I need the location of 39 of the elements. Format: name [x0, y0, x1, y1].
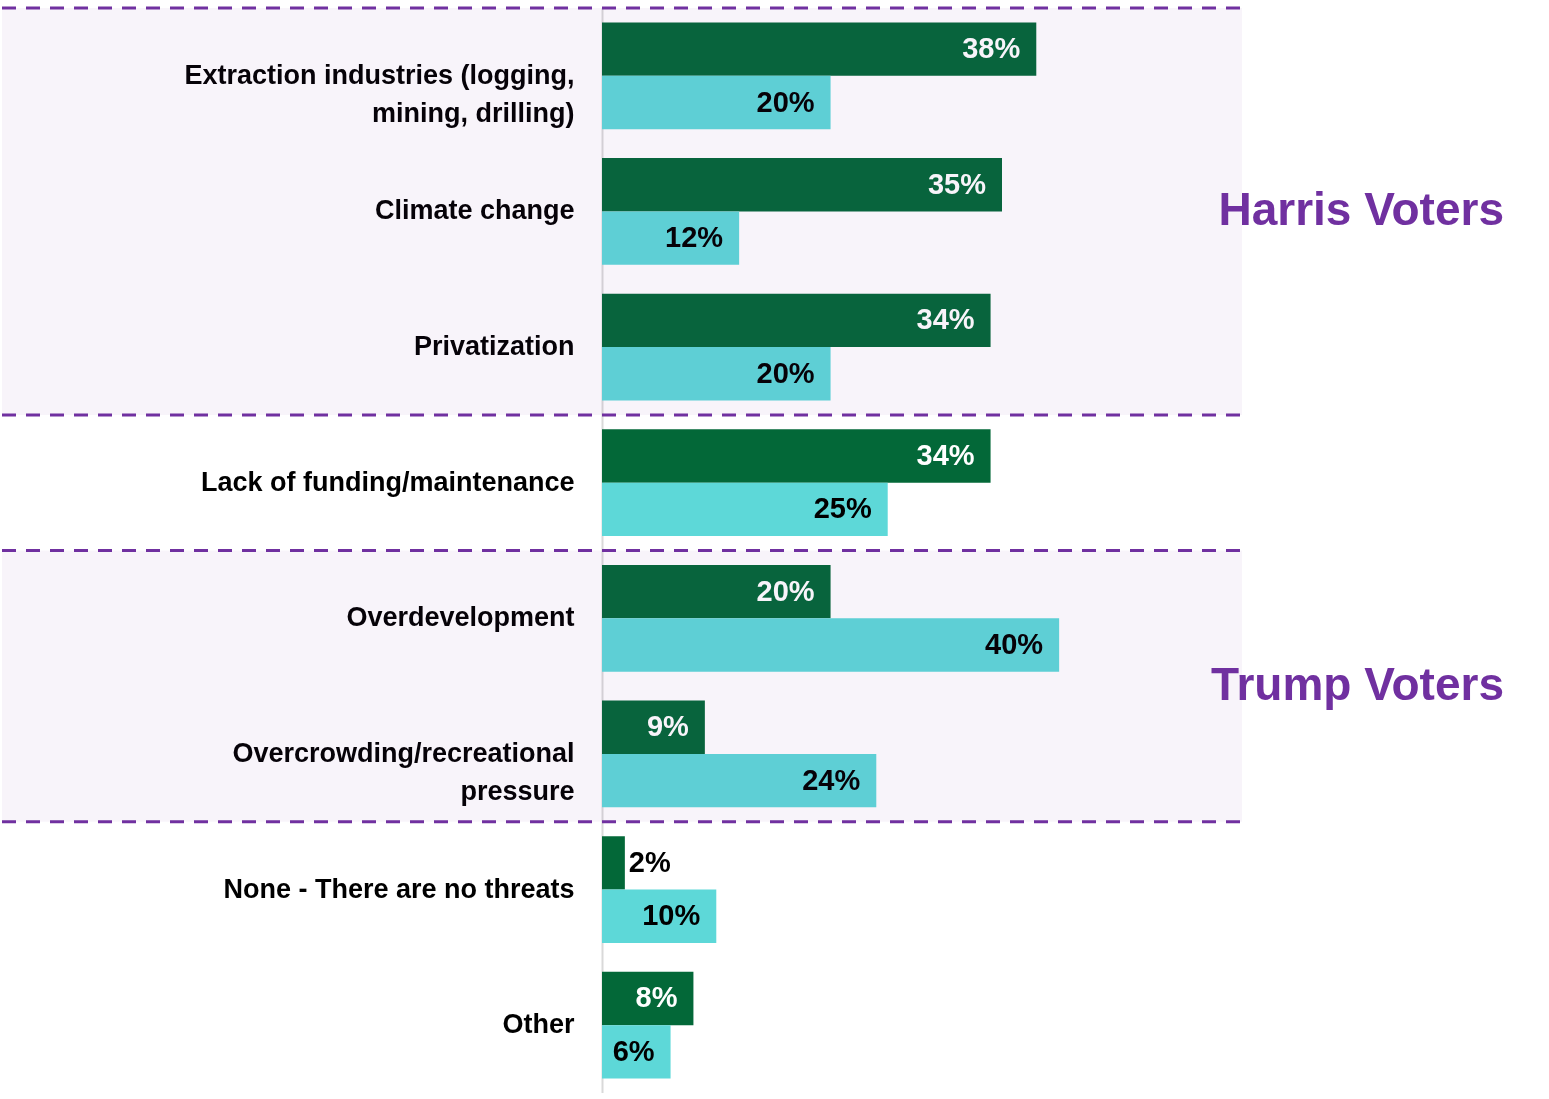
bar	[602, 482, 888, 537]
data-label: 40%	[985, 628, 1044, 661]
data-label: 20%	[756, 574, 815, 607]
data-label: 20%	[756, 85, 815, 118]
bar	[602, 75, 831, 130]
data-label: 34%	[916, 438, 975, 471]
y-tick-label: Other	[502, 1009, 575, 1040]
y-tick-label: Lack of funding/maintenance	[200, 466, 575, 497]
y-tick-label: None - There are no threats	[223, 873, 575, 904]
bar	[602, 753, 877, 808]
data-label: 20%	[756, 356, 815, 389]
data-label: 10%	[642, 899, 701, 932]
bar	[602, 22, 1037, 76]
y-tick-label: Extraction industries (logging, mining, drilling)	[184, 59, 575, 128]
y-tick-label: Climate change	[374, 195, 575, 226]
bar	[602, 700, 705, 754]
data-label: 8%	[635, 981, 678, 1014]
data-label: 24%	[802, 763, 861, 796]
bar	[602, 293, 991, 348]
data-label: 25%	[813, 492, 872, 525]
bar	[602, 429, 991, 483]
y-tick-label: Overdevelopment	[346, 602, 575, 633]
y-tick-label: Overcrowding/recreational pressure	[232, 737, 575, 806]
data-label: 9%	[646, 710, 690, 743]
bar	[602, 564, 831, 619]
data-label: 38%	[962, 32, 1021, 65]
data-label: 6%	[612, 1034, 655, 1067]
band-label: Harris Voters	[1218, 183, 1504, 236]
y-tick-label: Privatization	[413, 331, 575, 362]
bar	[602, 347, 831, 401]
bar	[602, 836, 625, 890]
band-label: Trump Voters	[1210, 658, 1504, 711]
data-label: 35%	[927, 167, 987, 200]
bar	[602, 211, 740, 265]
data-label: 34%	[916, 303, 975, 336]
bar	[602, 618, 1060, 672]
data-label: 2%	[628, 845, 671, 878]
bar	[602, 158, 1002, 212]
data-label: 12%	[665, 221, 724, 254]
